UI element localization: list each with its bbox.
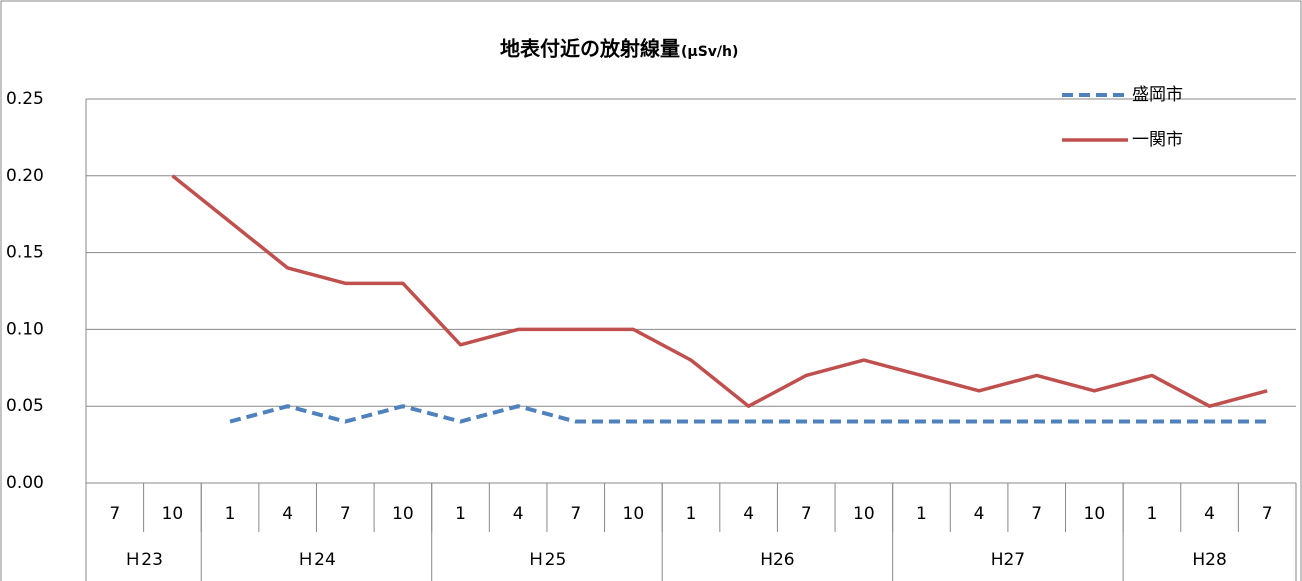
x-tick-label: 1 bbox=[225, 504, 236, 524]
data-line bbox=[171, 174, 1268, 408]
x-tick-label: 10 bbox=[623, 504, 645, 524]
y-tick-label: 0.20 bbox=[6, 166, 44, 186]
x-tick-label: 7 bbox=[1262, 504, 1273, 524]
legend-label: 盛岡市 bbox=[1132, 85, 1183, 105]
group-label: Ｈ23 bbox=[124, 550, 163, 570]
group-label: H28 bbox=[1192, 550, 1226, 570]
group-label: H27 bbox=[991, 550, 1025, 570]
x-tick-label: 7 bbox=[340, 504, 351, 524]
y-tick-label: 0.10 bbox=[6, 319, 44, 339]
group-label: Ｈ25 bbox=[528, 550, 567, 570]
chart-title-unit: (μSv/h) bbox=[681, 44, 738, 60]
x-tick-label: 1 bbox=[686, 504, 697, 524]
x-tick-label: 7 bbox=[1031, 504, 1042, 524]
y-tick-label: 0.15 bbox=[6, 243, 44, 263]
x-tick-label: 10 bbox=[1084, 504, 1106, 524]
y-tick-label: 0.05 bbox=[6, 396, 44, 416]
y-tick-label: 0.25 bbox=[6, 89, 44, 109]
x-tick-label: 4 bbox=[1204, 504, 1215, 524]
x-tick-label: 7 bbox=[570, 504, 581, 524]
x-tick-label: 1 bbox=[455, 504, 466, 524]
x-tick-label: 4 bbox=[282, 504, 293, 524]
x-tick-label: 1 bbox=[916, 504, 927, 524]
x-tick-label: 7 bbox=[109, 504, 120, 524]
group-label: Ｈ24 bbox=[297, 550, 336, 570]
legend-label: 一関市 bbox=[1132, 130, 1183, 150]
x-tick-label: 10 bbox=[853, 504, 875, 524]
x-tick-label: 4 bbox=[974, 504, 985, 524]
x-tick-label: 4 bbox=[743, 504, 754, 524]
y-tick-label: 0.00 bbox=[6, 473, 44, 493]
x-tick-label: 4 bbox=[513, 504, 524, 524]
data-line bbox=[229, 404, 1268, 424]
x-tick-label: 1 bbox=[1147, 504, 1158, 524]
x-tick-label: 7 bbox=[801, 504, 812, 524]
group-label: H26 bbox=[760, 550, 794, 570]
chart-title: 地表付近の放射線量 bbox=[500, 37, 680, 61]
x-tick-label: 10 bbox=[392, 504, 414, 524]
x-tick-label: 10 bbox=[162, 504, 184, 524]
